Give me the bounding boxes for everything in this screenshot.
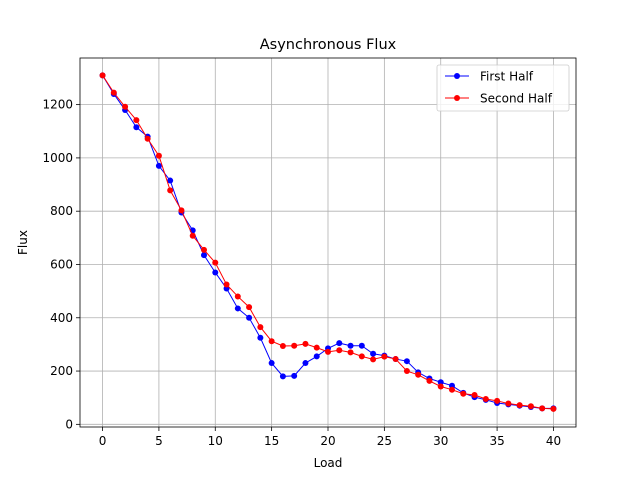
data-point-first-half (358, 342, 365, 349)
x-tick-label: 40 (546, 434, 561, 448)
data-point-second-half (336, 347, 343, 354)
data-point-second-half (178, 207, 185, 214)
data-point-second-half (155, 152, 162, 159)
legend-item-second-half: Second Half (445, 92, 553, 106)
legend: First Half Second Half (436, 64, 570, 112)
data-point-first-half (167, 177, 174, 184)
y-axis-title: Flux (16, 230, 30, 255)
data-point-second-half (505, 400, 512, 407)
data-point-second-half (133, 117, 140, 124)
data-point-second-half (370, 356, 377, 363)
data-point-second-half (516, 402, 523, 409)
data-point-first-half (302, 360, 309, 367)
data-point-first-half (437, 379, 444, 386)
grid-layer (80, 58, 576, 427)
x-axis-title: Load (314, 456, 343, 470)
data-point-second-half (144, 135, 151, 142)
data-point-second-half (246, 304, 253, 311)
legend-marker-second-half (454, 95, 460, 101)
legend-marker-first-half (454, 73, 460, 79)
data-point-second-half (460, 390, 467, 397)
y-tick-label: 600 (50, 257, 73, 271)
data-point-second-half (527, 403, 534, 410)
legend-items: First Half Second Half (445, 70, 553, 106)
data-point-second-half (325, 348, 331, 355)
data-point-second-half (449, 386, 455, 393)
series-second-half (99, 72, 557, 412)
data-point-second-half (257, 324, 264, 331)
data-point-second-half (347, 349, 354, 356)
x-tick-label: 0 (99, 434, 107, 448)
data-point-second-half (437, 383, 444, 390)
data-point-second-half (381, 353, 388, 360)
data-point-second-half (122, 103, 129, 110)
legend-label-second-half: Second Half (480, 92, 553, 106)
data-point-second-half (415, 371, 422, 378)
y-tick-label: 1200 (42, 98, 73, 112)
y-tick-label: 1000 (42, 151, 73, 165)
data-point-first-half (291, 372, 298, 379)
x-tick-label: 5 (155, 434, 163, 448)
data-point-first-half (279, 373, 286, 380)
data-point-second-half (167, 187, 174, 194)
data-point-second-half (471, 392, 478, 399)
data-point-first-half (268, 360, 275, 367)
series-layer (99, 72, 557, 412)
data-point-second-half (99, 72, 106, 79)
y-tick-label: 800 (50, 204, 73, 218)
data-point-second-half (392, 356, 399, 363)
data-point-second-half (234, 293, 241, 300)
legend-item-first-half: First Half (445, 70, 534, 84)
data-point-second-half (539, 405, 546, 412)
data-point-second-half (358, 353, 365, 360)
data-point-second-half (268, 338, 275, 345)
data-point-second-half (403, 368, 410, 375)
data-point-second-half (494, 397, 501, 404)
x-tick-label: 30 (433, 434, 448, 448)
data-point-second-half (110, 89, 117, 96)
data-point-first-half (336, 340, 343, 347)
x-tick-label: 35 (489, 434, 504, 448)
data-point-second-half (279, 343, 286, 350)
data-point-first-half (234, 305, 241, 312)
data-point-first-half (212, 269, 219, 276)
x-tick-label: 20 (320, 434, 335, 448)
data-point-first-half (155, 162, 162, 169)
data-point-first-half (347, 342, 354, 349)
data-point-second-half (550, 405, 557, 412)
chart-title: Asynchronous Flux (260, 37, 397, 53)
data-point-first-half (370, 350, 377, 357)
y-tick-label: 200 (50, 364, 73, 378)
data-point-second-half (212, 259, 219, 266)
legend-box (436, 64, 570, 112)
data-point-first-half (133, 124, 140, 131)
x-tick-label: 10 (208, 434, 223, 448)
data-point-second-half (426, 377, 433, 384)
data-point-first-half (257, 334, 264, 341)
data-point-second-half (482, 396, 489, 403)
data-point-first-half (201, 252, 207, 259)
y-tick-label: 400 (50, 311, 73, 325)
x-tick-label: 25 (377, 434, 392, 448)
x-tick-label: 15 (264, 434, 279, 448)
legend-label-first-half: First Half (480, 70, 534, 84)
data-point-second-half (223, 281, 230, 288)
data-point-first-half (246, 314, 253, 321)
data-point-second-half (302, 340, 309, 347)
data-point-first-half (313, 353, 320, 360)
data-point-second-half (201, 246, 207, 253)
data-point-second-half (291, 342, 298, 349)
data-point-second-half (189, 232, 196, 239)
data-point-second-half (313, 344, 320, 351)
data-point-first-half (403, 358, 410, 365)
y-tick-label: 0 (65, 417, 73, 431)
